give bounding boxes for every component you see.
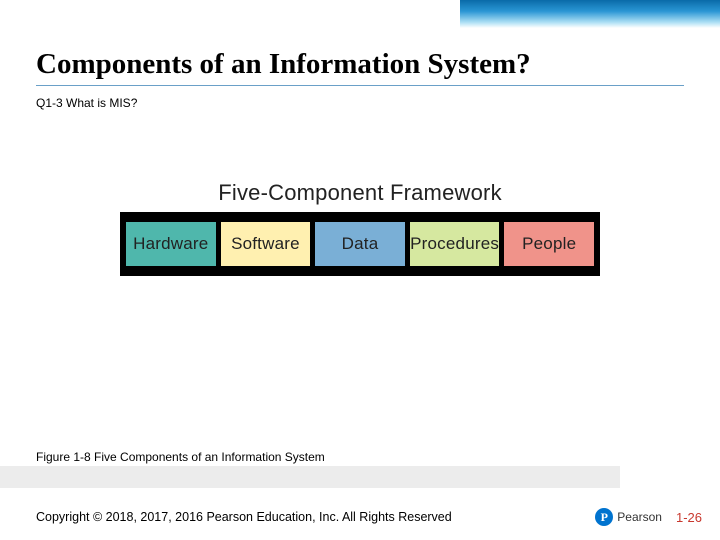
logo-circle-icon: P xyxy=(595,508,613,526)
slide-subtitle: Q1-3 What is MIS? xyxy=(36,96,684,110)
footer: Copyright © 2018, 2017, 2016 Pearson Edu… xyxy=(0,508,720,540)
component-people: People xyxy=(504,222,594,266)
logo-brand-text: Pearson xyxy=(617,510,662,524)
component-procedures: Procedures xyxy=(410,222,500,266)
slide-content: Components of an Information System? Q1-… xyxy=(0,0,720,276)
framework-heading: Five-Component Framework xyxy=(120,180,600,206)
component-strip: Hardware Software Data Procedures People xyxy=(120,212,600,276)
footer-gray-bar xyxy=(0,466,620,488)
copyright-text: Copyright © 2018, 2017, 2016 Pearson Edu… xyxy=(36,510,452,524)
logo-letter: P xyxy=(601,511,608,523)
component-data: Data xyxy=(315,222,405,266)
slide-title: Components of an Information System? xyxy=(36,48,684,86)
framework-figure: Five-Component Framework Hardware Softwa… xyxy=(120,180,600,276)
page-number: 1-26 xyxy=(676,510,702,525)
footer-right: P Pearson 1-26 xyxy=(595,508,702,526)
figure-caption: Figure 1-8 Five Components of an Informa… xyxy=(36,450,325,464)
top-accent-gradient xyxy=(460,0,720,28)
component-software: Software xyxy=(221,222,311,266)
component-hardware: Hardware xyxy=(126,222,216,266)
pearson-logo: P Pearson xyxy=(595,508,662,526)
